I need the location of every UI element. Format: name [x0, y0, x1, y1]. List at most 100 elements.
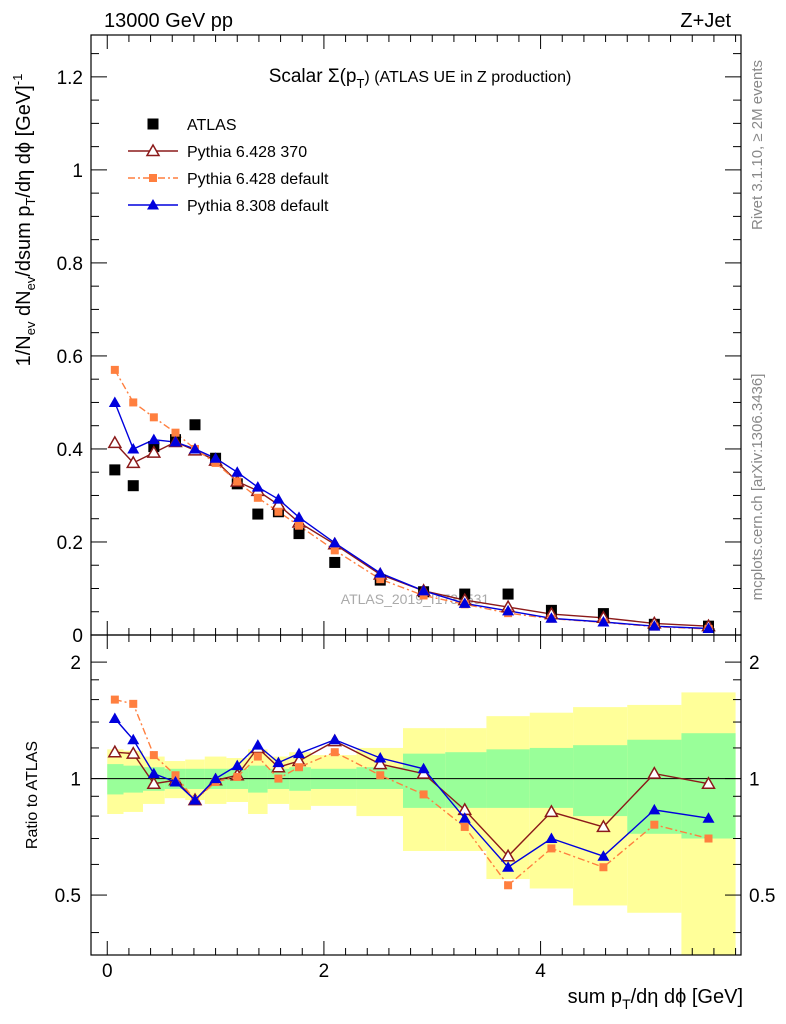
legend-label-3: Pythia 8.308 default	[187, 198, 329, 215]
ratio-point-series-3	[293, 747, 305, 759]
main-point-series-2	[171, 428, 180, 437]
ratio-point-series-3	[272, 756, 285, 768]
ratio-y-tick-label-left: 2	[70, 653, 81, 674]
main-point-series-2	[419, 591, 428, 600]
ratio-y-tick-label-left: 0.5	[55, 886, 81, 907]
ratio-point-series-2	[274, 774, 283, 783]
main-point-series-0	[127, 480, 139, 492]
main-point-series-3	[108, 396, 121, 407]
legend-label-0: ATLAS	[187, 117, 237, 134]
ratio-point-series-1	[647, 766, 662, 779]
main-point-series-3	[209, 452, 222, 463]
main-point-series-2	[376, 575, 385, 584]
ratio-point-series-1	[500, 848, 516, 862]
header-right: Z+Jet	[680, 10, 731, 32]
ratio-point-series-3	[231, 759, 244, 771]
ratio-point-series-3	[374, 752, 387, 763]
ratio-point-series-1	[125, 746, 141, 759]
main-point-series-0	[189, 419, 201, 431]
main-point-series-2	[129, 398, 138, 407]
main-y-tick-label: 0.6	[57, 347, 83, 368]
main-point-series-3	[293, 511, 305, 522]
inner-band-bin	[403, 753, 446, 808]
main-point-series-2	[211, 458, 220, 467]
main-y-tick-label: 1.2	[57, 68, 83, 89]
main-point-series-3	[328, 536, 341, 548]
ratio-point-series-3	[502, 861, 515, 872]
main-point-series-3	[597, 615, 610, 627]
ratio-point-series-2	[650, 820, 659, 829]
ratio-point-series-1	[107, 744, 123, 758]
ratio-point-series-2	[171, 771, 180, 780]
rivet-label: Rivet 3.1.10, ≥ 2M events	[749, 60, 766, 230]
legend-marker-2	[149, 174, 157, 182]
ratio-y-tick-label-right: 1	[749, 770, 760, 791]
inner-band-bin	[627, 739, 682, 834]
main-point-series-3	[417, 584, 430, 596]
ratio-point-series-2	[233, 772, 242, 781]
ratio-point-series-3	[251, 739, 264, 750]
ratio-point-series-2	[110, 695, 119, 704]
main-point-series-0	[329, 556, 341, 568]
ratio-point-series-2	[129, 699, 138, 708]
x-tick-label: 2	[319, 961, 330, 982]
legend-label-1: Pythia 6.428 370	[187, 144, 307, 161]
ratio-point-series-3	[597, 850, 610, 861]
inner-band-bin	[445, 752, 487, 808]
ratio-point-series-3	[702, 812, 715, 823]
ratio-point-series-3	[147, 767, 160, 779]
uncertainty-bands	[91, 692, 741, 955]
main-y-axis-label: 1/Nev dNev/dsum pT/dη dϕ [GeV]-1	[10, 74, 38, 367]
ratio-point-series-3	[328, 733, 341, 745]
ratio-point-series-1	[372, 756, 388, 770]
ratio-point-series-2	[149, 751, 158, 760]
main-point-series-1	[107, 435, 123, 449]
main-point-series-3	[251, 481, 264, 492]
legend-marker-1	[145, 143, 161, 157]
ratio-point-series-3	[417, 762, 430, 774]
ratio-point-series-3	[648, 803, 661, 815]
main-point-series-3	[147, 433, 160, 445]
main-point-series-2	[295, 521, 303, 530]
ratio-point-series-1	[544, 804, 559, 818]
ratio-point-series-2	[419, 790, 428, 799]
main-point-series-3	[231, 466, 244, 477]
inner-band-bin	[248, 765, 268, 793]
ratio-point-series-1	[146, 776, 162, 789]
main-point-series-3	[545, 612, 558, 623]
ratio-point-series-2	[330, 748, 339, 757]
ratio-point-series-2	[460, 822, 469, 831]
main-point-series-2	[253, 493, 262, 502]
main-plot-marks	[107, 365, 716, 633]
main-y-tick-label: 0.2	[57, 533, 83, 554]
main-point-series-2	[110, 365, 119, 374]
main-point-series-0	[502, 588, 514, 600]
main-point-series-0	[109, 464, 121, 476]
ratio-point-series-2	[547, 844, 556, 853]
ratio-point-series-2	[599, 863, 608, 872]
inner-band-bin	[107, 764, 124, 795]
main-point-series-3	[458, 597, 471, 608]
main-point-series-2	[149, 413, 158, 422]
mcplots-label: mcplots.cern.ch [arXiv:1306.3436]	[749, 374, 766, 601]
inner-band-bin	[573, 745, 628, 817]
legend-marker-3	[147, 199, 159, 210]
ratio-point-series-1	[701, 776, 716, 789]
main-point-series-3	[502, 604, 515, 616]
ratio-point-series-3	[209, 772, 222, 784]
legend-marker-0	[147, 118, 159, 130]
main-point-series-1	[125, 455, 141, 469]
plot-title: Scalar Σ(pT) (ATLAS UE in Z production)	[269, 66, 572, 91]
ratio-point-series-2	[504, 881, 513, 890]
main-point-series-3	[702, 622, 715, 633]
axes: 0 2 4 0 0.2 0.4 0.6 0.8 1 1.2 0.5 0.5 1 1 2 2	[55, 34, 775, 982]
ratio-point-series-3	[458, 812, 471, 823]
header-left: 13000 GeV pp	[104, 10, 233, 32]
main-point-series-3	[374, 567, 387, 578]
ratio-y-tick-label-right: 0.5	[749, 886, 775, 907]
ratio-point-series-3	[169, 775, 182, 787]
ratio-point-series-2	[704, 834, 713, 843]
ratio-y-tick-label-left: 1	[70, 770, 81, 791]
ratio-y-tick-label-right: 2	[749, 653, 760, 674]
